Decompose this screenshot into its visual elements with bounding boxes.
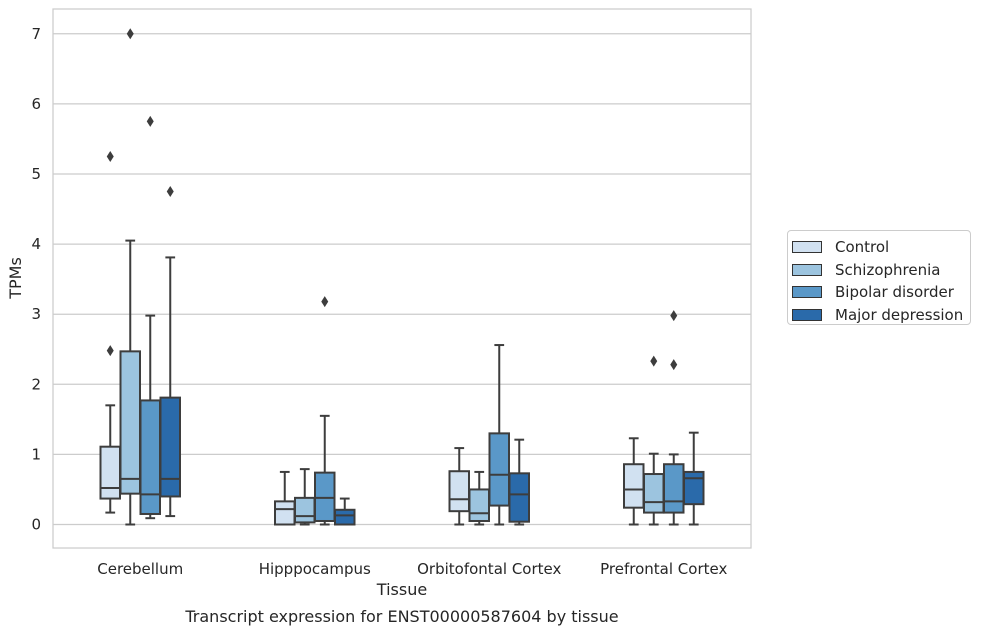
y-tick-label: 6 (31, 95, 41, 113)
box-iqr (508, 472, 530, 523)
box-schizophrenia (294, 468, 316, 526)
legend-label: Bipolar disorder (835, 283, 954, 302)
outlier-point (166, 186, 174, 198)
box-iqr (139, 399, 161, 515)
x-tick-label: Hipppocampus (259, 560, 371, 578)
box-major-depression (508, 438, 530, 526)
outlier-point (126, 28, 134, 40)
box-major-depression (334, 497, 356, 526)
box-iqr (448, 470, 470, 513)
box-bipolar-disorder (139, 115, 161, 520)
legend-swatch (792, 263, 822, 276)
outlier-point (650, 355, 658, 367)
box-schizophrenia (643, 355, 665, 526)
legend: Control Schizophrenia Bipolar disorder Majo… (787, 230, 971, 325)
box-schizophrenia (119, 28, 141, 526)
legend-label: Control (835, 238, 890, 257)
outlier-point (321, 296, 329, 308)
legend-item: Schizophrenia (792, 259, 970, 282)
y-tick-label: 3 (31, 305, 41, 323)
legend-label: Schizophrenia (835, 260, 941, 279)
box-iqr (623, 463, 645, 509)
legend-swatch (792, 308, 822, 321)
box-iqr (488, 432, 510, 507)
outlier-point (670, 359, 678, 371)
x-tick-label: Orbitofontal Cortex (417, 560, 561, 578)
y-tick-labels: 0 1 2 3 4 5 6 7 (31, 25, 41, 534)
y-tick-label: 4 (31, 235, 41, 253)
legend-swatch (792, 286, 822, 299)
box-bipolar-disorder (663, 310, 685, 526)
legend-item: Control (792, 236, 970, 259)
outlier-point (146, 115, 154, 127)
y-tick-label: 2 (31, 375, 41, 393)
x-tick-label: Prefrontal Cortex (600, 560, 727, 578)
box-control (448, 447, 470, 526)
legend-label: Major depression (835, 305, 964, 324)
box-iqr (334, 508, 356, 526)
y-axis-title: TPMs (6, 257, 25, 300)
box-iqr (99, 445, 121, 500)
box-control (99, 150, 121, 514)
x-tick-label: Cerebellum (97, 560, 183, 578)
box-iqr (314, 471, 336, 522)
box-iqr (159, 396, 181, 498)
legend-swatch (792, 241, 822, 254)
box-iqr (683, 470, 705, 506)
box-iqr (119, 350, 141, 495)
box-bipolar-disorder (314, 296, 336, 526)
x-axis-title: Tissue (376, 580, 427, 599)
box-iqr (294, 496, 316, 524)
y-tick-label: 0 (31, 516, 41, 534)
box-major-depression (683, 431, 705, 526)
box-control (274, 470, 296, 526)
box-bipolar-disorder (488, 344, 510, 526)
box-iqr (643, 473, 665, 514)
outlier-point (670, 310, 678, 322)
box-iqr (663, 463, 685, 514)
legend-item: Major depression (792, 304, 970, 327)
y-tick-label: 5 (31, 165, 41, 183)
box-iqr (468, 488, 490, 522)
legend-item: Bipolar disorder (792, 281, 970, 304)
box-iqr (274, 500, 296, 526)
y-tick-label: 7 (31, 25, 41, 43)
chart-caption: Transcript expression for ENST0000058760… (184, 607, 618, 626)
boxes (99, 28, 705, 526)
outlier-point (106, 345, 114, 357)
box-major-depression (159, 186, 181, 518)
y-tick-label: 1 (31, 445, 41, 463)
x-tick-labels: Cerebellum Hipppocampus Orbitofontal Corte… (97, 560, 727, 578)
outlier-point (106, 150, 114, 162)
